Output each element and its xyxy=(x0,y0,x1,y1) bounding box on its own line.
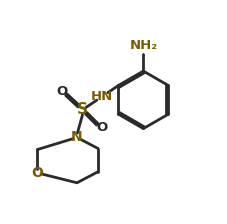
Text: HN: HN xyxy=(91,90,114,103)
Text: S: S xyxy=(77,102,88,117)
Text: O: O xyxy=(31,166,43,180)
Text: O: O xyxy=(96,121,107,134)
Text: O: O xyxy=(56,85,68,98)
Text: N: N xyxy=(71,130,83,144)
Text: NH₂: NH₂ xyxy=(129,39,158,52)
